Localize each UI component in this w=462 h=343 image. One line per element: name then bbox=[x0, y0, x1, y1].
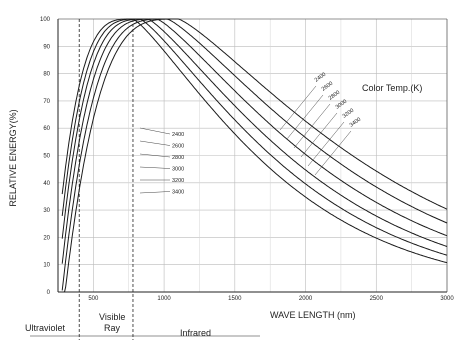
x-tick-label: 3000 bbox=[440, 296, 454, 302]
region-visible-line1: Visible bbox=[99, 312, 125, 322]
y-tick-label: 0 bbox=[47, 290, 51, 296]
curve-2400 bbox=[62, 18, 448, 293]
series-label-left: 2600 bbox=[172, 144, 184, 150]
leader-line-right bbox=[307, 121, 345, 167]
x-tick-label: 2000 bbox=[299, 296, 313, 302]
region-ultraviolet: Ultraviolet bbox=[25, 323, 66, 333]
curve-3200 bbox=[61, 18, 448, 256]
region-infrared: Infrared bbox=[180, 328, 211, 338]
leader-line-left bbox=[139, 140, 171, 146]
y-tick-label: 50 bbox=[43, 154, 50, 160]
y-tick-label: 30 bbox=[43, 208, 50, 214]
leader-line-left bbox=[139, 127, 171, 135]
y-tick-label: 80 bbox=[43, 72, 50, 78]
region-visible-line2: Ray bbox=[104, 323, 121, 333]
legend-title: Color Temp.(K) bbox=[362, 83, 422, 93]
series-label-left: 2800 bbox=[172, 155, 184, 161]
grid bbox=[58, 18, 448, 293]
x-tick-labels: 500 1000 1500 2000 2500 3000 bbox=[88, 296, 454, 302]
series-label-right: 3200 bbox=[342, 108, 355, 120]
leader-line-left bbox=[139, 153, 171, 158]
curve-3400 bbox=[61, 18, 448, 264]
series-labels-left: 2400 2600 2800 3000 3200 3400 bbox=[139, 127, 184, 196]
y-tick-labels: 0 10 20 30 40 50 60 70 80 90 100 bbox=[40, 17, 51, 296]
x-axis-label: WAVE LENGTH (nm) bbox=[270, 310, 356, 320]
leader-line-right bbox=[286, 94, 324, 140]
y-tick-label: 90 bbox=[43, 44, 50, 50]
series-label-right: 2600 bbox=[321, 81, 334, 93]
series-label-left: 3000 bbox=[172, 167, 184, 173]
series-label-right: 3000 bbox=[335, 99, 348, 111]
y-tick-label: 10 bbox=[43, 263, 50, 269]
leader-line-right bbox=[300, 112, 338, 158]
x-tick-label: 500 bbox=[88, 296, 99, 302]
curve-2600 bbox=[61, 18, 448, 291]
series-label-right: 2400 bbox=[314, 72, 327, 84]
series-label-left: 2400 bbox=[172, 132, 184, 138]
series-label-left: 3400 bbox=[172, 190, 184, 196]
leader-line-left bbox=[139, 166, 171, 169]
curves bbox=[61, 18, 448, 293]
series-label-left: 3200 bbox=[172, 178, 184, 184]
y-tick-label: 70 bbox=[43, 99, 50, 105]
y-tick-label: 60 bbox=[43, 126, 50, 132]
series-label-right: 3400 bbox=[349, 117, 362, 129]
y-tick-label: 20 bbox=[43, 235, 50, 241]
curve-3000 bbox=[61, 18, 448, 247]
y-tick-label: 100 bbox=[40, 17, 51, 23]
leader-line-right bbox=[314, 130, 352, 176]
x-tick-label: 1000 bbox=[157, 296, 171, 302]
leader-line-right bbox=[279, 85, 317, 131]
x-tick-label: 1500 bbox=[228, 296, 242, 302]
curve-2800 bbox=[61, 18, 448, 264]
y-tick-label: 40 bbox=[43, 181, 50, 187]
series-label-right: 2800 bbox=[328, 90, 341, 102]
x-tick-label: 2500 bbox=[370, 296, 384, 302]
leader-line-right bbox=[293, 103, 331, 149]
y-axis-label: RELATIVE ENERGY(%) bbox=[8, 109, 18, 206]
leader-line-left bbox=[139, 191, 171, 194]
